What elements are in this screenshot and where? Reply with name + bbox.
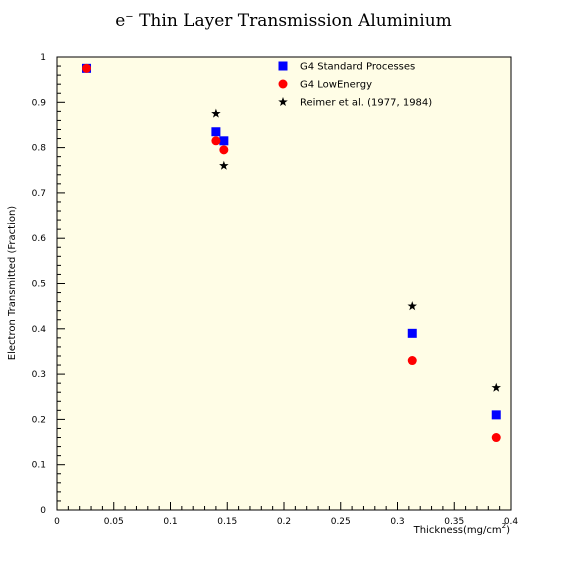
x-tick-label: 0.35 (444, 517, 464, 527)
y-axis-label: Electron Transmitted (Fraction) (7, 206, 18, 360)
circle-data-point (407, 356, 417, 366)
x-tick-label: 0.25 (331, 517, 351, 527)
title-prefix: e (115, 11, 126, 31)
y-tick-label: 1 (40, 53, 46, 63)
y-axis-ticks: 0 0.1 0.2 0.3 0.4 0.5 0.6 0.7 0.8 0.9 1 (32, 53, 65, 516)
y-tick-label: 0.3 (32, 370, 46, 380)
data-points (82, 63, 501, 443)
y-tick-label: 0.8 (32, 144, 47, 154)
x-tick-label: 0 (54, 517, 60, 527)
y-tick-label: 0.4 (32, 325, 47, 335)
x-tick-label: 0.15 (217, 517, 237, 527)
square-data-point (211, 127, 221, 137)
square-legend-marker (278, 61, 288, 71)
circle-data-point (211, 136, 221, 146)
circle-data-point (82, 63, 92, 73)
legend-label: Reimer et al. (1977, 1984) (300, 98, 432, 109)
square-data-point (219, 136, 229, 146)
star-data-point (491, 382, 501, 392)
legend: G4 Standard Processes G4 LowEnergy Reimer … (278, 61, 432, 109)
star-legend-marker (278, 97, 288, 107)
title-text: Thin Layer Transmission Aluminium (133, 11, 452, 31)
legend-label: G4 LowEnergy (300, 80, 372, 91)
x-tick-label: 0.1 (163, 517, 177, 527)
star-data-point (407, 301, 418, 311)
plot-area (56, 56, 512, 511)
y-tick-label: 0 (40, 506, 46, 516)
y-tick-label: 0.2 (32, 415, 46, 425)
x-axis-ticks: 0 0.05 0.1 0.15 0.2 0.25 0.3 0.35 0.4 (54, 502, 518, 527)
circle-data-point (491, 433, 501, 443)
y-tick-label: 0.9 (32, 98, 47, 108)
x-tick-label: 0.05 (104, 517, 124, 527)
square-data-point (491, 410, 501, 420)
title-superscript: − (125, 11, 134, 23)
y-tick-label: 0.5 (32, 280, 46, 290)
legend-label: G4 Standard Processes (300, 62, 415, 73)
star-data-point (211, 108, 221, 118)
square-data-point (407, 328, 417, 338)
circle-legend-marker (278, 79, 288, 89)
chart-title: e− Thin Layer Transmission Aluminium (0, 11, 567, 31)
circle-data-point (219, 145, 229, 155)
y-tick-label: 0.6 (32, 234, 47, 244)
x-tick-label: 0.2 (277, 517, 291, 527)
y-tick-label: 0.7 (32, 189, 46, 199)
star-data-point (219, 160, 229, 170)
y-tick-label: 0.1 (32, 461, 46, 471)
x-tick-label: 0.3 (390, 517, 404, 527)
x-tick-label: 0.4 (504, 517, 519, 527)
x-axis-label: Thickness(mg/cm2) (413, 522, 511, 536)
